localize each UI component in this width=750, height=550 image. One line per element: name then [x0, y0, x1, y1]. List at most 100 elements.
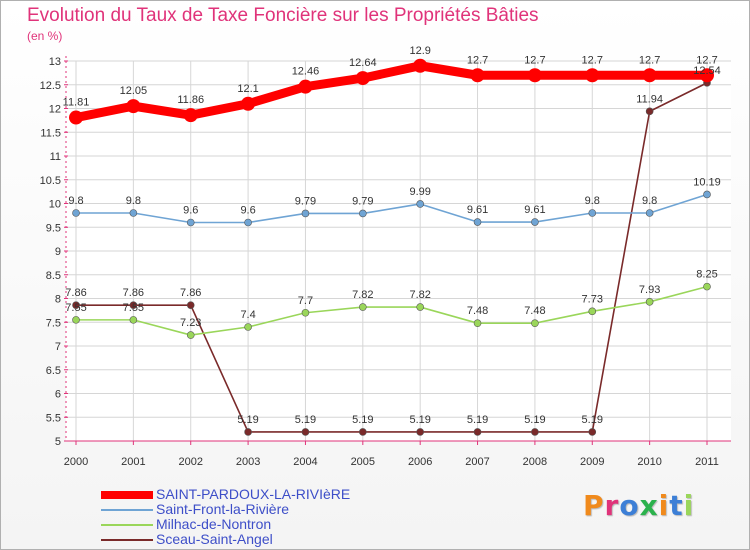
data-point — [186, 218, 195, 227]
x-tick-label: 2002 — [178, 456, 202, 468]
data-point — [642, 68, 657, 83]
data-label: 7.55 — [123, 302, 144, 314]
data-label: 9.8 — [68, 195, 83, 207]
data-point — [359, 209, 367, 218]
data-label: 5.19 — [409, 414, 430, 426]
x-tick-label: 2005 — [351, 456, 375, 468]
y-tick-label: 7 — [55, 341, 61, 353]
data-label: 12.7 — [582, 54, 603, 66]
data-point — [416, 200, 424, 208]
data-label: 7.86 — [65, 287, 86, 299]
y-tick-label: 8 — [55, 294, 61, 306]
data-point — [416, 428, 424, 436]
y-tick-label: 10.5 — [40, 175, 61, 187]
data-point — [645, 298, 654, 306]
data-label: 7.48 — [524, 305, 545, 317]
y-tick-label: 10 — [49, 199, 61, 211]
data-label: 5.19 — [237, 414, 258, 426]
y-tick-label: 8.5 — [46, 270, 61, 282]
data-point — [413, 58, 428, 73]
data-point — [183, 108, 198, 123]
data-label: 7.48 — [467, 305, 488, 317]
x-tick-label: 2004 — [293, 456, 317, 468]
data-label: 12.7 — [639, 54, 660, 66]
legend-swatch — [101, 491, 153, 499]
data-label: 12.54 — [693, 65, 721, 77]
data-point — [72, 209, 80, 217]
data-label: 7.93 — [639, 284, 660, 296]
data-point — [126, 99, 141, 114]
series-line-2 — [76, 285, 708, 336]
data-label: 9.61 — [524, 204, 545, 216]
data-label: 5.19 — [582, 414, 603, 426]
y-tick-label: 7.5 — [46, 317, 61, 329]
data-label: 5.19 — [467, 414, 488, 426]
data-label: 9.79 — [295, 195, 316, 207]
proxiti-logo: Proxiti — [583, 489, 695, 522]
y-tick-label: 11.5 — [40, 127, 61, 139]
x-tick-label: 2011 — [695, 456, 719, 468]
data-point — [129, 316, 138, 324]
y-tick-label: 6 — [55, 389, 61, 401]
y-tick-label: 12 — [49, 104, 61, 116]
data-label: 5.19 — [352, 414, 373, 426]
data-point — [186, 331, 195, 339]
data-label: 8.25 — [696, 269, 717, 281]
x-tick-label: 2001 — [121, 456, 145, 468]
data-label: 7.73 — [582, 293, 603, 305]
y-tick-label: 9.5 — [46, 222, 61, 234]
data-point — [186, 301, 195, 309]
data-label: 7.86 — [180, 287, 201, 299]
data-label: 9.8 — [642, 195, 657, 207]
data-label: 12.64 — [349, 57, 377, 69]
data-label: 7.82 — [409, 289, 430, 301]
data-label: 7.82 — [352, 289, 373, 301]
data-point — [645, 209, 654, 217]
data-point — [473, 428, 482, 436]
data-label: 9.79 — [352, 195, 373, 207]
data-point — [531, 319, 539, 328]
legend-label: Milhac-de-Nontron — [156, 516, 272, 532]
data-point — [470, 68, 485, 83]
y-tick-label: 13 — [49, 56, 61, 68]
x-tick-label: 2007 — [465, 456, 489, 468]
data-point — [588, 209, 597, 217]
series-line-0 — [75, 61, 707, 122]
data-point — [72, 301, 80, 309]
data-label: 12.46 — [292, 66, 320, 78]
data-label: 11.86 — [177, 94, 204, 106]
data-point — [645, 107, 654, 116]
data-label: 12.05 — [120, 85, 148, 97]
x-tick-label: 2006 — [408, 456, 432, 468]
data-label: 12.7 — [696, 54, 717, 66]
data-label: 9.61 — [467, 204, 488, 216]
data-label: 10.19 — [693, 176, 721, 188]
legend-swatch — [101, 509, 153, 511]
data-point — [359, 303, 367, 311]
data-point — [129, 209, 138, 217]
data-label: 7.7 — [298, 295, 313, 307]
data-point — [244, 428, 252, 436]
y-tick-label: 5.5 — [46, 412, 61, 424]
data-point — [588, 428, 597, 436]
data-point — [703, 282, 711, 291]
data-point — [473, 218, 482, 226]
data-point — [129, 301, 138, 309]
data-point — [588, 307, 597, 316]
data-label: 9.6 — [240, 205, 255, 217]
legend-swatch — [101, 524, 153, 526]
data-point — [301, 308, 310, 317]
data-point — [301, 209, 310, 218]
legend-label: SAINT-PARDOUX-LA-RIVIèRE — [156, 486, 351, 502]
data-label: 9.8 — [585, 195, 600, 207]
data-label: 5.19 — [524, 414, 545, 426]
data-point — [527, 68, 542, 83]
y-tick-label: 12.5 — [40, 80, 61, 92]
data-point — [700, 68, 714, 83]
x-tick-label: 2008 — [523, 456, 547, 468]
y-tick-label: 9 — [55, 246, 61, 258]
legend-label: Saint-Front-la-Rivière — [156, 501, 290, 517]
legend-label: Sceau-Saint-Angel — [156, 531, 273, 547]
